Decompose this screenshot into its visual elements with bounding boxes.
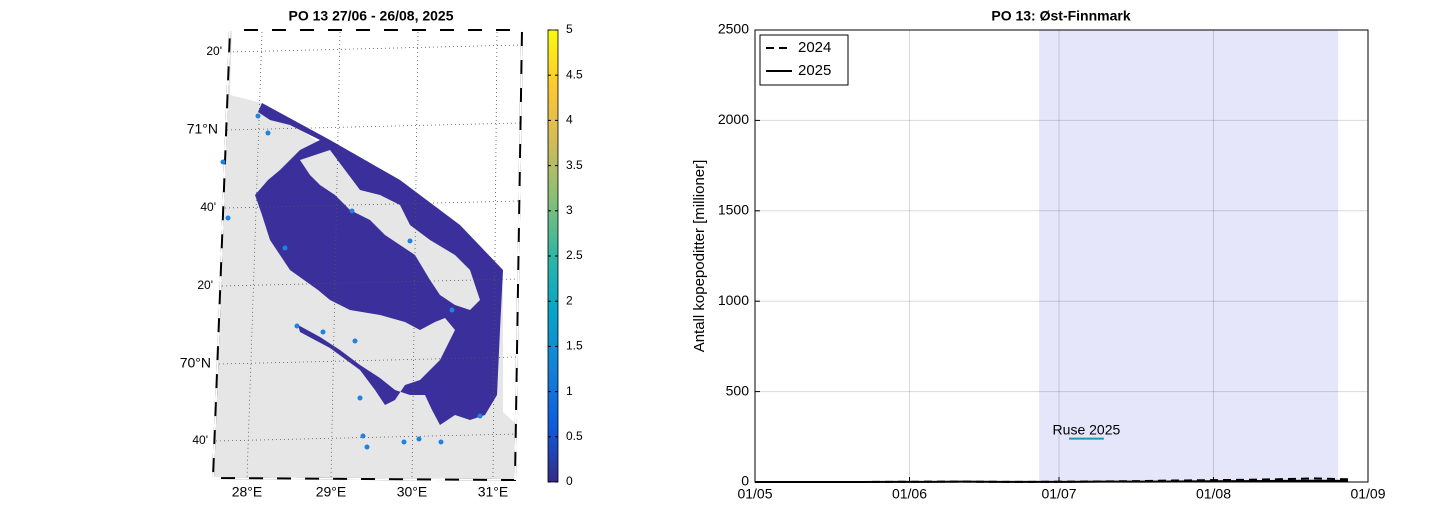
- colorbar-tick-label: 5: [566, 22, 573, 36]
- lon-label: 31°E: [478, 484, 509, 500]
- lat-label: 70°N: [180, 355, 211, 371]
- lat-label: 40': [192, 433, 208, 447]
- colorbar-tick-label: 3.5: [566, 158, 583, 172]
- x-tick-label: 01/09: [1350, 486, 1385, 502]
- x-tick-label: 01/07: [1041, 486, 1076, 502]
- annotation-text: Ruse 2025: [1053, 421, 1121, 437]
- station: [407, 238, 413, 244]
- lat-label: 20': [197, 278, 213, 292]
- legend-label: 2025: [798, 62, 831, 79]
- map-title: PO 13 27/06 - 26/08, 2025: [288, 8, 453, 24]
- colorbar-tick-label: 3: [566, 203, 573, 217]
- colorbar-tick-label: 1: [566, 384, 573, 398]
- graticule: [215, 31, 522, 479]
- x-tick-label: 01/05: [737, 486, 772, 502]
- shaded-period: [1039, 30, 1339, 482]
- x-tick-label: 01/08: [1196, 486, 1231, 502]
- station: [225, 215, 231, 221]
- station: [357, 395, 363, 401]
- station: [294, 323, 300, 329]
- x-tick-label: 01/06: [892, 486, 927, 502]
- y-tick-label: 500: [726, 382, 750, 398]
- peninsula: [300, 150, 480, 310]
- station: [320, 329, 326, 335]
- y-axis-label: Antall kopepoditter [millioner]: [691, 160, 708, 353]
- legend-box: [759, 34, 849, 86]
- station: [352, 338, 358, 344]
- station: [477, 413, 483, 419]
- colorbar-tick-label: 2: [566, 293, 573, 307]
- y-tick-label: 2000: [718, 111, 749, 127]
- parallel: [221, 278, 519, 287]
- lon-label: 29°E: [316, 484, 347, 500]
- station: [416, 436, 422, 442]
- lon-label: 30°E: [397, 484, 428, 500]
- colorbar-tick-label: 2.5: [566, 248, 583, 262]
- lat-label: 71°N: [187, 121, 218, 137]
- y-tick-label: 1000: [718, 292, 749, 308]
- parallel: [226, 122, 521, 131]
- station: [401, 439, 407, 445]
- colorbar-tick-label: 4: [566, 113, 573, 127]
- map: PO 13 27/06 - 26/08, 2025: [211, 8, 559, 483]
- station: [449, 307, 455, 313]
- map-frame: [211, 29, 524, 482]
- y-tick-label: 1500: [718, 202, 749, 218]
- colorbar-tick-label: 0.5: [566, 429, 583, 443]
- y-tick-label: 0: [741, 473, 749, 489]
- station: [438, 439, 444, 445]
- fjord-sea: [255, 103, 503, 425]
- station: [360, 433, 366, 439]
- lat-label: 40': [200, 200, 216, 214]
- stations: [220, 113, 483, 450]
- station: [255, 113, 261, 119]
- axes-frame: [754, 29, 1369, 483]
- chart-title: PO 13: Øst-Finnmark: [991, 8, 1130, 24]
- station: [282, 245, 288, 251]
- colorbar-tick-label: 1.5: [566, 339, 583, 353]
- lon-label: 28°E: [232, 484, 263, 500]
- parallel: [218, 356, 518, 365]
- parallel: [228, 44, 522, 53]
- station: [364, 444, 370, 450]
- y-tick-label: 2500: [718, 21, 749, 37]
- station: [349, 208, 355, 214]
- colorbar-tick-label: 0: [566, 474, 573, 488]
- colorbar-tick-label: 4.5: [566, 67, 583, 81]
- legend-label: 2024: [798, 39, 831, 56]
- station: [265, 130, 271, 136]
- lat-label: 20': [206, 44, 222, 58]
- station: [220, 159, 226, 165]
